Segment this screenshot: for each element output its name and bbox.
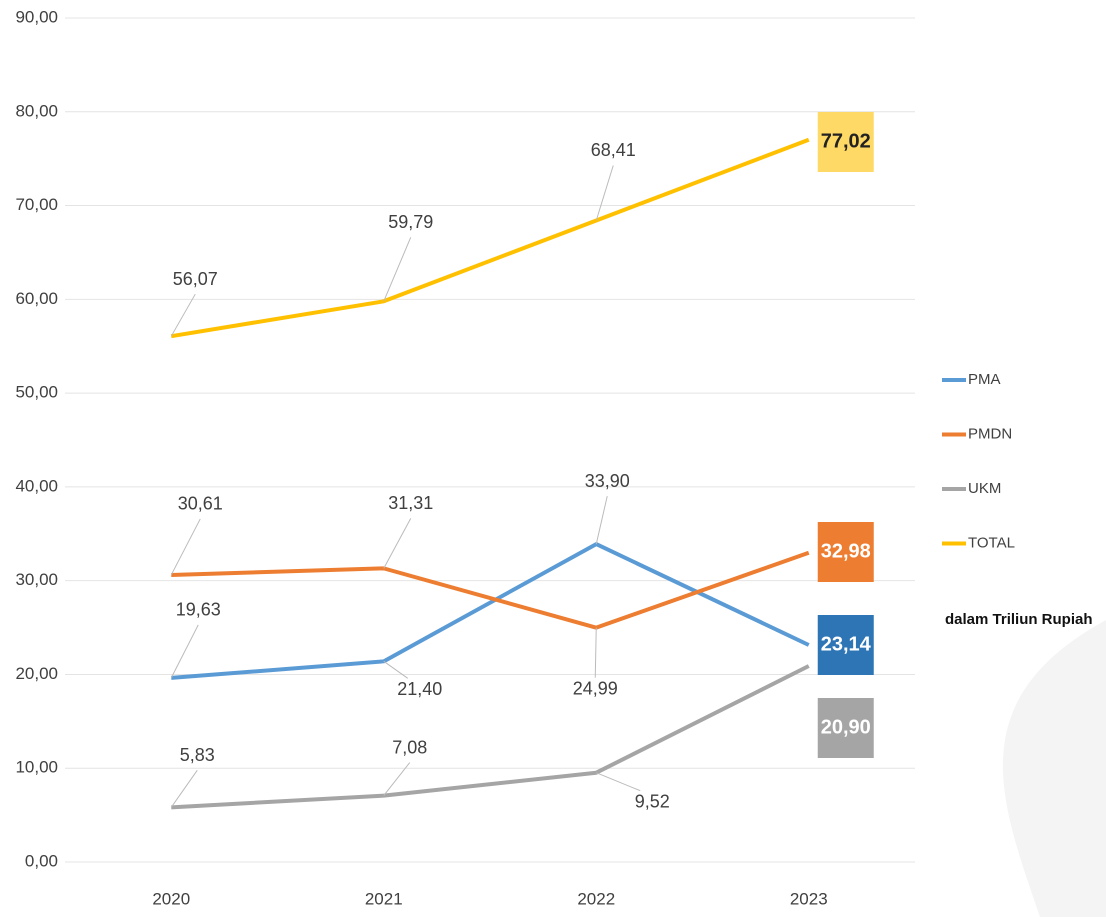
data-label-box (817, 522, 874, 582)
line-series (171, 664, 810, 810)
x-tick-label: 2022 (577, 889, 615, 908)
leader-line (170, 770, 198, 808)
data-label: 32,98 (821, 540, 871, 562)
y-tick-label: 10,00 (15, 758, 58, 777)
data-label: 68,41 (591, 140, 636, 160)
data-label: 5,83 (180, 745, 215, 765)
legend-label: TOTAL (968, 534, 1015, 551)
leader-line (596, 772, 641, 792)
x-tick-label: 2021 (365, 889, 403, 908)
y-tick-label: 80,00 (15, 101, 58, 120)
y-tick-label: 70,00 (15, 195, 58, 214)
background-swoosh (1002, 620, 1106, 917)
y-tick-label: 90,00 (15, 7, 58, 26)
leader-line (170, 518, 201, 576)
y-tick-label: 50,00 (15, 383, 58, 402)
x-tick-label: 2023 (790, 889, 828, 908)
data-label: 19,63 (176, 600, 221, 620)
legend-label: PMA (968, 371, 1001, 388)
data-label: 59,79 (388, 212, 433, 232)
data-label: 56,07 (173, 269, 218, 289)
data-label: 77,02 (821, 130, 871, 152)
legend-label: UKM (968, 480, 1001, 497)
leader-line (383, 660, 409, 679)
data-label: 7,08 (392, 737, 427, 757)
data-label: 9,52 (635, 791, 670, 811)
line-series (170, 137, 810, 339)
data-label-box (817, 112, 874, 172)
y-tick-label: 0,00 (25, 851, 58, 870)
leader-line (170, 624, 199, 679)
data-label: 24,99 (573, 678, 618, 698)
data-label: 33,90 (585, 471, 630, 491)
leader-line (595, 495, 608, 545)
line-series (171, 550, 810, 630)
line-series (171, 542, 810, 680)
data-label: 31,31 (388, 493, 433, 513)
data-label: 21,40 (397, 679, 442, 699)
data-label-box (817, 615, 874, 675)
x-tick-label: 2020 (152, 889, 190, 908)
data-label: 23,14 (821, 633, 872, 655)
data-label-box (817, 698, 874, 758)
leader-line (383, 237, 412, 302)
leader-line (383, 518, 412, 569)
leader-line (595, 165, 614, 221)
y-tick-label: 60,00 (15, 289, 58, 308)
data-label: 20,90 (821, 716, 871, 738)
leader-line (594, 627, 597, 678)
data-label: 30,61 (178, 494, 223, 514)
leader-line (383, 762, 411, 796)
legend-label: PMDN (968, 425, 1012, 442)
leader-line (170, 293, 196, 337)
y-tick-label: 30,00 (15, 570, 58, 589)
annotation: dalam Triliun Rupiah (945, 611, 1093, 628)
y-tick-label: 40,00 (15, 476, 58, 495)
y-tick-label: 20,00 (15, 664, 58, 683)
